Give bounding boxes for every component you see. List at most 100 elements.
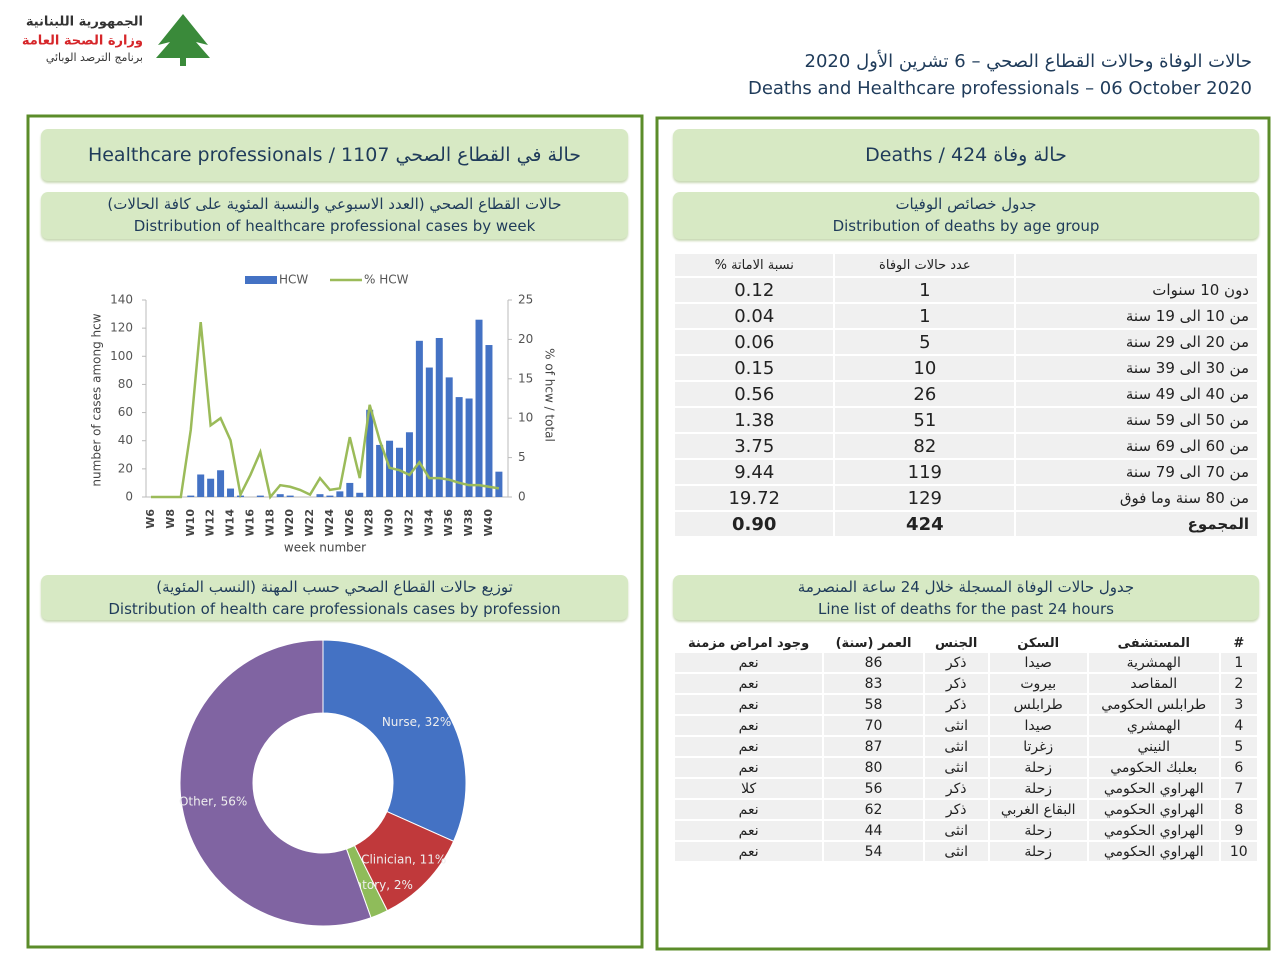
cell: 8: [1218, 798, 1260, 821]
slice-label: Other, 56%: [179, 794, 247, 808]
cell: الهمشرية: [1086, 651, 1221, 674]
cell: زغرتا: [987, 735, 1089, 758]
cell: المجموع: [1014, 510, 1259, 538]
logo-line: الجمهورية اللبنانية: [26, 15, 143, 30]
cell: ذكر: [922, 672, 990, 695]
cell: بعلبك الحكومي: [1086, 756, 1221, 779]
header-cell: المستشفى: [1086, 630, 1221, 653]
row: من 60 الى 69 سنة 82 3.75: [672, 432, 1259, 460]
pie-slice: [179, 639, 372, 927]
header-cell: عدد حالات الوفاة: [833, 252, 1017, 278]
bar: [485, 345, 493, 497]
cell: 19.72: [672, 484, 836, 512]
cell: 7: [1218, 777, 1260, 800]
cell: 44: [822, 819, 925, 842]
cell: 9.44: [672, 458, 836, 486]
legend-swatch: [245, 276, 277, 284]
cell: صيدا: [987, 651, 1089, 674]
title-en: Deaths and Healthcare professionals – 06…: [748, 78, 1252, 99]
row: 7 الهراوي الحكومي زحلة ذكر 56 كلا: [672, 777, 1260, 800]
row: دون 10 سنوات 1 0.12: [672, 276, 1259, 304]
x-tick-label: W18: [263, 509, 276, 536]
cell: 58: [822, 693, 925, 716]
x-tick-label: W22: [303, 509, 316, 536]
cell: نعم: [672, 672, 825, 695]
bar: [366, 409, 374, 497]
bar: [336, 491, 344, 497]
bar: [465, 398, 473, 497]
x-tick-label: W24: [323, 509, 336, 537]
cell: زحلة: [987, 756, 1089, 779]
cell: 83: [822, 672, 925, 695]
y2-axis-label: % of hcw / total: [543, 348, 557, 442]
cell: نعم: [672, 819, 825, 842]
x-tick-label: W30: [383, 509, 396, 537]
cell: كلا: [672, 777, 825, 800]
cell: 119: [833, 458, 1017, 486]
cell: 87: [822, 735, 925, 758]
cell: ذكر: [922, 798, 990, 821]
cell: 4: [1218, 714, 1260, 737]
cell: من 30 الى 39 سنة: [1014, 354, 1259, 382]
cell: 51: [833, 406, 1017, 434]
heading-ar: توزيع حالات القطاع الصحي حسب المهنة (الن…: [156, 578, 513, 596]
bar: [197, 474, 205, 497]
cell: انثى: [922, 756, 990, 779]
cell: من 10 الى 19 سنة: [1014, 302, 1259, 330]
cell: نعم: [672, 840, 825, 863]
y2-tick-label: 25: [518, 293, 533, 307]
x-tick-label: W36: [442, 509, 455, 537]
logo-emblem: [156, 14, 210, 66]
y-tick-label: 60: [118, 405, 133, 419]
line-series: [151, 321, 500, 500]
row: 6 بعلبك الحكومي زحلة انثى 80 نعم: [672, 756, 1260, 779]
right-panel: [655, 116, 1271, 951]
cell: انثى: [922, 819, 990, 842]
cell: من 20 الى 29 سنة: [1014, 328, 1259, 356]
cell: 0.15: [672, 354, 836, 382]
row: 9 الهراوي الحكومي زحلة انثى 44 نعم: [672, 819, 1260, 842]
row: المجموع 424 0.90: [672, 510, 1259, 538]
x-tick-label: W6: [144, 509, 157, 529]
cell: النيني: [1086, 735, 1221, 758]
cell: زحلة: [987, 819, 1089, 842]
header-row: عدد حالات الوفاة نسبة الاماتة %: [672, 252, 1259, 278]
cell: 5: [1218, 735, 1260, 758]
cell: من 50 الى 59 سنة: [1014, 406, 1259, 434]
header-cell: [1014, 252, 1259, 278]
cell: دون 10 سنوات: [1014, 276, 1259, 304]
bar: [326, 495, 334, 497]
cell: نعم: [672, 798, 825, 821]
row: 2 المقاصد بيروت ذكر 83 نعم: [672, 672, 1260, 695]
header-cell: الجنس: [922, 630, 990, 653]
legend-label: HCW: [279, 273, 308, 287]
bar: [376, 444, 384, 497]
cell: 82: [833, 432, 1017, 460]
heading-ar: جدول خصائص الوفيات: [895, 195, 1037, 213]
left-panel: [26, 114, 644, 949]
cell: 5: [833, 328, 1017, 356]
cell: زحلة: [987, 840, 1089, 863]
cell: المقاصد: [1086, 672, 1221, 695]
bar: [445, 377, 453, 497]
cell: 26: [833, 380, 1017, 408]
row: 5 النيني زغرتا انثى 87 نعم: [672, 735, 1260, 758]
row: 3 طرابلس الحكومي طرابلس ذكر 58 نعم: [672, 693, 1260, 716]
cell: الهراوي الحكومي: [1086, 819, 1221, 842]
row: من 50 الى 59 سنة 51 1.38: [672, 406, 1259, 434]
cell: 129: [833, 484, 1017, 512]
x-tick-label: W20: [283, 509, 296, 537]
cell: 0.90: [672, 510, 836, 538]
x-tick-label: W32: [402, 509, 415, 536]
header-cell: #: [1218, 630, 1260, 653]
hcw-profession-heading: توزيع حالات القطاع الصحي حسب المهنة (الن…: [41, 575, 628, 620]
age-heading: جدول خصائص الوفيات Distribution of deaths…: [673, 192, 1259, 239]
slice-label: Nurse, 32%: [382, 715, 451, 729]
cell: 80: [822, 756, 925, 779]
logo-line: برنامج الترصد الوبائي: [46, 51, 143, 64]
bar: [217, 470, 225, 497]
cell: طرابلس: [987, 693, 1089, 716]
row: من 20 الى 29 سنة 5 0.06: [672, 328, 1259, 356]
cell: 70: [822, 714, 925, 737]
